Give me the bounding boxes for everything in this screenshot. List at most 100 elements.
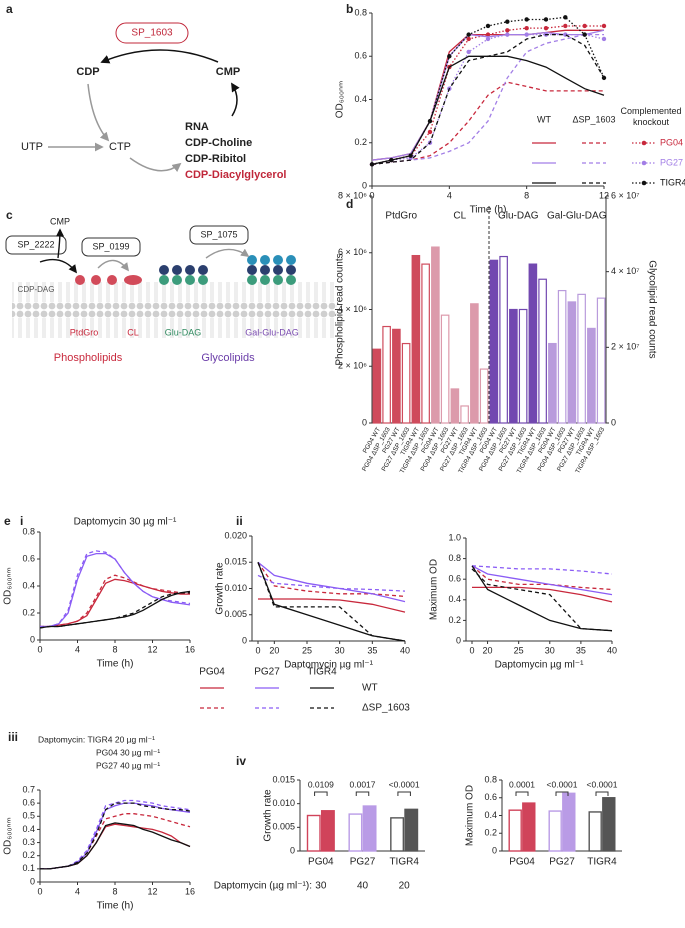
galactose: [159, 265, 296, 275]
node-label: PtdGro: [70, 327, 99, 337]
data-point: [427, 129, 433, 135]
dose-title: Daptomycin (µg ml⁻¹):: [214, 881, 312, 892]
bar: [401, 342, 411, 424]
legend-header: PG27: [254, 667, 280, 678]
membrane: [12, 278, 337, 340]
data-point: [505, 32, 510, 37]
dose-label: 40: [357, 881, 369, 892]
x-tick-label: 8: [524, 190, 529, 200]
y-tick-label: 0.2: [448, 615, 461, 625]
y-tick-label: 1.0: [448, 532, 461, 542]
y-tick-label: 4 × 10⁷: [611, 266, 640, 276]
x-axis-label: Time (h): [470, 205, 507, 216]
x-tick-label: 12: [147, 644, 157, 654]
panel-label: ii: [236, 514, 243, 528]
x-axis-label: Time (h): [97, 901, 134, 912]
y-tick-label: 2 × 10⁶: [338, 361, 367, 371]
y-tick-label: 0.2: [22, 850, 35, 860]
y-tick-label: 0.8: [448, 553, 461, 563]
series-line: [471, 565, 613, 591]
y-tick-label: 0.6: [484, 792, 497, 802]
enzyme-label: SP_2222: [17, 239, 54, 249]
y-tick-label: 0.6: [22, 798, 35, 808]
y-tick-label: 0.010: [272, 798, 295, 808]
data-point: [582, 23, 587, 29]
data-point: [601, 36, 607, 42]
y-tick-label: 0.7: [22, 784, 35, 794]
x-tick-label: PG27: [350, 857, 376, 868]
y-tick-label: 0.4: [22, 824, 35, 834]
y-tick-label: 0.6: [354, 51, 367, 61]
bar: [392, 328, 401, 424]
data-point: [485, 32, 491, 37]
bar: [588, 811, 602, 852]
data-point: [563, 15, 568, 20]
node-label: CDP: [76, 66, 99, 78]
y-tick-label: 0.8: [484, 774, 497, 784]
p-value: <0.0001: [587, 779, 618, 789]
series-line: [40, 552, 191, 628]
x-axis-label: Daptomycin µg ml⁻¹: [495, 660, 585, 671]
x-tick-label: 35: [576, 645, 586, 655]
enzyme-box: [5, 235, 67, 255]
y-tick-label: 0.010: [224, 583, 247, 593]
bar: [382, 325, 391, 424]
group-label: PtdGro: [385, 211, 417, 222]
bar: [548, 342, 557, 424]
lipid-head: [107, 275, 117, 285]
significance-bracket: [515, 791, 529, 796]
node-label: UTP: [21, 141, 43, 153]
dose-label: 30: [315, 881, 327, 892]
x-tick-label: PG04: [308, 857, 334, 868]
y-tick-label: 0.020: [224, 530, 247, 540]
panel-label: i: [20, 514, 23, 528]
panel-label: e: [4, 514, 11, 528]
y-axis-label: Phospholipid read counts: [335, 253, 346, 365]
arrow: [97, 259, 130, 272]
y-tick-label: 0: [456, 635, 461, 645]
y-tick-label: 0.4: [354, 94, 367, 104]
y-tick-label: 0: [30, 876, 35, 886]
x-tick-label: PG04: [509, 857, 535, 868]
y-tick-label: 0: [30, 634, 35, 644]
y-tick-label: 6 × 10⁷: [611, 190, 640, 200]
data-point: [485, 36, 491, 42]
dose-label: 20: [399, 881, 411, 892]
data-point: [466, 36, 471, 42]
bar: [450, 388, 460, 424]
bar: [508, 809, 522, 852]
enzyme-box: [81, 237, 141, 257]
x-axis-label: Time (h): [97, 659, 134, 670]
p-value: <0.0001: [547, 779, 578, 789]
bar: [577, 293, 586, 424]
y-tick-label: 0.4: [22, 580, 35, 590]
y-tick-label: 0.4: [448, 594, 461, 604]
bar: [602, 797, 616, 852]
bar: [431, 246, 440, 424]
p-value: 0.0017: [350, 779, 376, 789]
bar: [421, 263, 430, 424]
y-tick-label: 0: [290, 845, 295, 855]
node-label: CDP-DAG: [18, 285, 55, 294]
y-tick-label: 0.015: [272, 774, 295, 784]
series-line: [40, 813, 191, 870]
x-tick-label: 16: [185, 886, 195, 896]
y-tick-label: 0: [611, 417, 616, 427]
data-point: [543, 17, 549, 22]
enzyme-label: SP_1075: [200, 229, 237, 239]
x-tick-label: 25: [302, 645, 312, 655]
y-tick-label: 0.005: [224, 609, 247, 619]
bar: [538, 278, 547, 424]
chart-title: Daptomycin 30 µg ml⁻¹: [74, 517, 177, 528]
bar: [509, 308, 518, 424]
data-point: [601, 75, 607, 81]
bar: [567, 301, 577, 424]
bar: [548, 810, 562, 852]
data-point: [524, 25, 529, 31]
data-point: [582, 32, 587, 37]
legend-header: ΔSP_1603: [572, 114, 615, 124]
x-tick-label: 0: [369, 190, 374, 200]
bar: [562, 792, 576, 852]
x-tick-label: 4: [447, 190, 452, 200]
panel-label: d: [346, 197, 353, 211]
